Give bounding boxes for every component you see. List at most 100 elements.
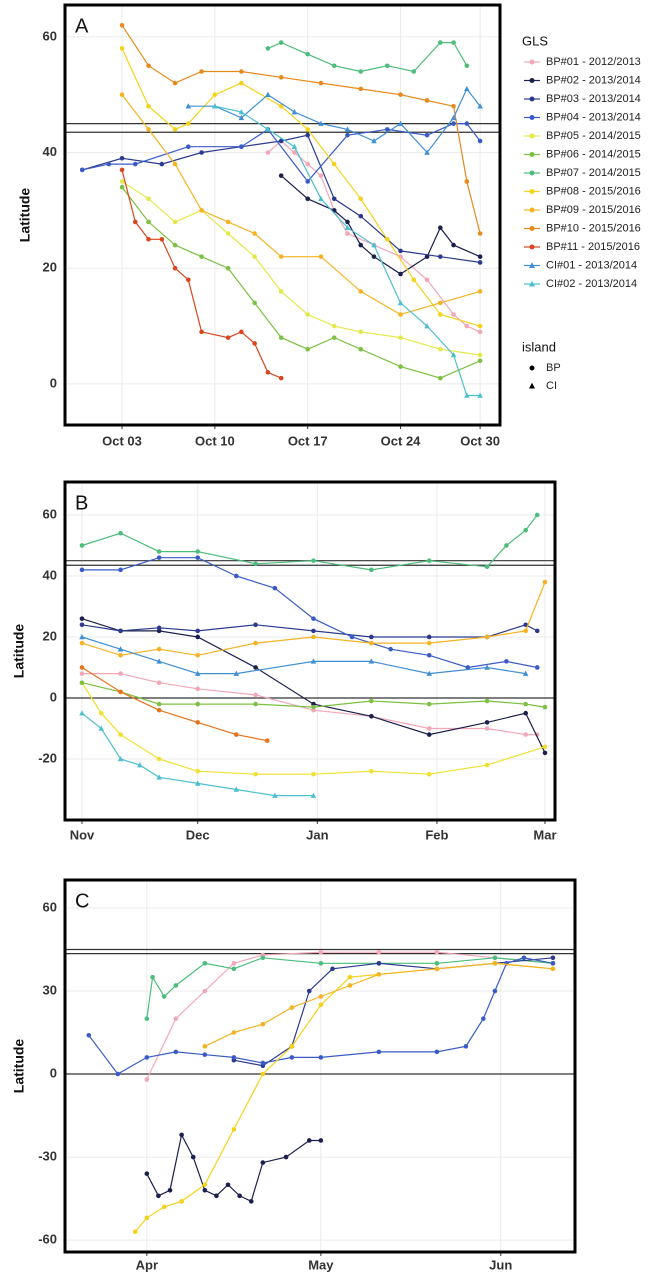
marker xyxy=(156,625,162,631)
marker xyxy=(79,633,85,640)
marker xyxy=(278,75,284,80)
marker xyxy=(529,59,535,65)
marker xyxy=(318,949,324,955)
marker xyxy=(523,732,528,737)
marker xyxy=(260,1060,266,1066)
x-tick-label: Oct 10 xyxy=(195,433,235,448)
marker xyxy=(305,161,310,167)
marker xyxy=(484,762,490,768)
marker xyxy=(305,127,310,132)
x-tick-label: Dec xyxy=(186,827,210,842)
marker xyxy=(118,689,123,695)
marker xyxy=(376,949,382,955)
marker xyxy=(434,1049,440,1055)
marker xyxy=(202,1182,208,1188)
marker xyxy=(225,231,231,236)
marker xyxy=(278,254,284,259)
x-tick-label: Oct 30 xyxy=(460,433,500,448)
marker xyxy=(424,277,430,283)
marker xyxy=(79,665,85,670)
marker xyxy=(146,196,151,202)
marker xyxy=(358,329,364,335)
legend-title: island xyxy=(522,339,556,354)
marker xyxy=(289,1044,295,1049)
marker xyxy=(464,323,470,329)
legend-label: BP#09 - 2015/2016 xyxy=(546,204,641,216)
marker xyxy=(292,150,297,155)
marker xyxy=(438,375,443,381)
marker xyxy=(252,341,257,346)
marker xyxy=(195,628,201,634)
marker xyxy=(438,312,443,317)
marker xyxy=(79,640,85,646)
marker xyxy=(238,109,245,115)
marker xyxy=(426,640,432,646)
marker xyxy=(253,665,258,670)
marker xyxy=(156,680,162,686)
marker xyxy=(146,236,151,242)
marker xyxy=(234,573,239,579)
legend-label: BP#04 - 2013/2014 xyxy=(546,111,641,123)
marker xyxy=(156,658,162,664)
marker xyxy=(79,680,85,686)
marker xyxy=(398,335,403,340)
marker xyxy=(529,78,535,83)
marker xyxy=(318,1002,324,1008)
y-tick-label: 20 xyxy=(43,260,57,275)
x-tick-label: Oct 03 xyxy=(102,433,142,448)
marker xyxy=(330,966,335,972)
marker xyxy=(369,567,374,573)
marker xyxy=(173,983,179,988)
marker xyxy=(542,750,548,756)
marker xyxy=(484,726,490,731)
marker xyxy=(368,658,375,664)
series-line xyxy=(146,957,554,1019)
marker xyxy=(311,634,316,640)
marker xyxy=(424,98,430,103)
marker xyxy=(238,114,245,121)
marker xyxy=(310,658,317,664)
marker xyxy=(426,670,432,676)
marker xyxy=(202,961,208,966)
marker xyxy=(225,265,231,271)
marker xyxy=(264,738,270,743)
marker xyxy=(464,179,470,184)
marker xyxy=(477,260,483,265)
marker xyxy=(477,392,483,398)
marker xyxy=(212,103,218,109)
marker xyxy=(349,634,355,640)
marker xyxy=(542,579,548,585)
marker xyxy=(278,335,284,340)
series-line xyxy=(121,169,282,379)
marker xyxy=(426,726,432,731)
marker xyxy=(239,80,244,86)
y-axis-title: Latitude xyxy=(17,188,33,243)
legend-label: BP#10 - 2015/2016 xyxy=(546,222,641,234)
marker xyxy=(438,300,443,306)
legend-label: BP#05 - 2014/2015 xyxy=(546,130,641,142)
plot-background xyxy=(65,880,575,1252)
marker xyxy=(306,1138,312,1143)
marker xyxy=(195,720,201,725)
marker xyxy=(484,664,490,670)
marker xyxy=(529,96,535,102)
y-tick-label: 0 xyxy=(50,1065,57,1080)
marker xyxy=(119,179,125,184)
marker xyxy=(424,323,430,329)
marker xyxy=(451,40,456,45)
marker xyxy=(172,242,178,248)
marker xyxy=(278,289,284,294)
y-tick-label: 60 xyxy=(43,28,57,43)
marker xyxy=(146,63,151,69)
marker xyxy=(345,219,350,225)
marker xyxy=(523,710,528,716)
marker xyxy=(398,312,403,317)
x-tick-label: Oct 24 xyxy=(381,433,422,448)
marker xyxy=(237,1193,242,1199)
marker xyxy=(376,972,382,977)
marker xyxy=(118,732,123,737)
marker xyxy=(344,224,351,231)
marker xyxy=(265,46,271,51)
marker xyxy=(252,300,257,306)
marker xyxy=(156,646,162,652)
